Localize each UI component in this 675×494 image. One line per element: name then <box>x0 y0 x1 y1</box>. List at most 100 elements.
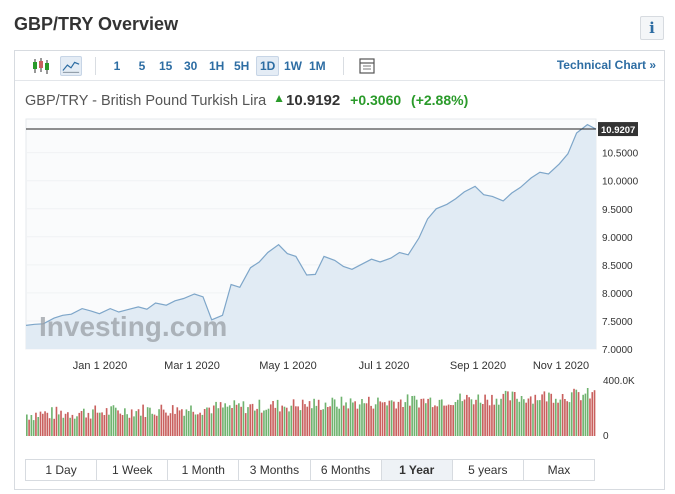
volume-bar <box>183 415 185 436</box>
volume-bar <box>493 404 496 436</box>
volume-bar <box>539 400 541 436</box>
volume-bar <box>112 405 115 436</box>
volume-bar <box>438 399 441 436</box>
volume-bar <box>463 399 466 436</box>
volume-bar <box>454 402 457 436</box>
table-icon[interactable] <box>357 56 377 76</box>
volume-bar <box>94 405 97 436</box>
volume-bar <box>171 405 174 436</box>
volume-bar <box>445 405 448 436</box>
volume-bar <box>570 392 573 436</box>
volume-bar <box>260 412 263 436</box>
range-6-months[interactable]: 6 Months <box>310 460 382 480</box>
range-1-year[interactable]: 1 Year <box>381 460 453 480</box>
volume-bar <box>422 398 425 436</box>
volume-bar <box>80 411 83 436</box>
interval-1[interactable]: 1 <box>113 59 121 73</box>
interval-1w[interactable]: 1W <box>284 59 302 73</box>
volume-bar <box>76 416 78 436</box>
volume-bar <box>238 403 240 436</box>
last-value-box <box>598 122 638 137</box>
interval-5h[interactable]: 5H <box>234 59 250 73</box>
volume-bar <box>415 399 418 436</box>
interval-1d[interactable]: 1D <box>256 56 280 76</box>
interval-5[interactable]: 5 <box>138 59 146 73</box>
volume-bar <box>509 400 511 436</box>
volume-bar <box>108 414 110 436</box>
x-tick-label: Jan 1 2020 <box>73 360 127 372</box>
volume-bar <box>187 411 190 436</box>
interval-1h[interactable]: 1H <box>209 59 225 73</box>
volume-bar <box>219 402 222 436</box>
volume-bar <box>447 404 450 436</box>
volume-bar <box>28 419 30 436</box>
volume-bar <box>541 394 543 436</box>
volume-bar <box>450 405 452 436</box>
volume-bar <box>536 400 539 436</box>
volume-bar <box>459 393 461 436</box>
volume-bar <box>484 394 486 436</box>
interval-15[interactable]: 15 <box>159 59 173 73</box>
info-button[interactable]: i <box>640 16 664 40</box>
volume-bar <box>331 397 334 436</box>
range-1-day[interactable]: 1 Day <box>26 460 98 480</box>
volume-bar <box>306 406 309 436</box>
price-area <box>26 124 596 349</box>
interval-1m[interactable]: 1M <box>309 59 326 73</box>
volume-bar <box>513 392 516 436</box>
volume-bar <box>354 401 356 436</box>
range-1-week[interactable]: 1 Week <box>97 460 169 480</box>
volume-bar <box>317 399 320 436</box>
watermark: Investing.com <box>39 311 227 342</box>
volume-bar <box>516 398 518 436</box>
volume-bar <box>504 390 507 436</box>
volume-bar <box>146 407 149 436</box>
y-tick-label: 7.5000 <box>602 317 633 328</box>
volume-bar <box>133 416 135 436</box>
volume-bar <box>452 405 454 436</box>
volume-bar <box>135 411 138 436</box>
volume-bar <box>199 412 201 436</box>
volume-bar <box>552 402 555 436</box>
technical-chart-link[interactable]: Technical Chart » <box>556 58 656 72</box>
volume-bar <box>564 399 566 436</box>
candlestick-icon[interactable] <box>30 56 52 76</box>
area-chart-icon[interactable] <box>60 56 82 76</box>
range-1-month[interactable]: 1 Month <box>168 460 240 480</box>
volume-bar <box>87 412 90 436</box>
volume-bar <box>381 402 384 436</box>
volume-bar <box>495 398 498 436</box>
volume-bar <box>103 415 106 436</box>
volume-bar <box>233 400 236 436</box>
x-tick-label: Nov 1 2020 <box>533 360 589 372</box>
range-3-months[interactable]: 3 Months <box>239 460 311 480</box>
volume-bar <box>201 414 204 436</box>
volume-bar <box>78 412 81 436</box>
range-max[interactable]: Max <box>523 460 594 480</box>
volume-bar <box>511 391 514 436</box>
volume-bar <box>121 415 124 436</box>
volume-bar <box>295 406 297 436</box>
range-5-years[interactable]: 5 years <box>452 460 524 480</box>
volume-bar <box>44 411 46 436</box>
interval-30[interactable]: 30 <box>184 59 198 73</box>
volume-bar <box>258 399 261 436</box>
volume-bar <box>486 399 489 436</box>
volume-bar <box>206 407 208 436</box>
volume-bar <box>128 417 131 436</box>
volume-bar <box>285 407 288 436</box>
y-tick-label: 9.5000 <box>602 205 633 216</box>
volume-bar <box>37 417 40 436</box>
x-tick-label: Jul 1 2020 <box>359 360 410 372</box>
volume-bar <box>406 394 409 436</box>
chart-toolbar: 1 5 15 30 1H 5H 1D 1W 1M Technical Chart… <box>15 51 664 81</box>
volume-bar <box>559 399 562 436</box>
volume-bar <box>192 411 195 436</box>
price-chart[interactable]: 7.0000 7.5000 8.0000 8.5000 9.0000 9.5000 10.0… <box>15 51 664 459</box>
volume-bar <box>249 404 252 436</box>
volume-bar <box>46 412 49 436</box>
volume-bar <box>443 405 445 436</box>
y-tick-label: 10.5000 <box>602 149 639 160</box>
volume-bar <box>566 401 568 436</box>
volume-bar <box>39 411 42 436</box>
